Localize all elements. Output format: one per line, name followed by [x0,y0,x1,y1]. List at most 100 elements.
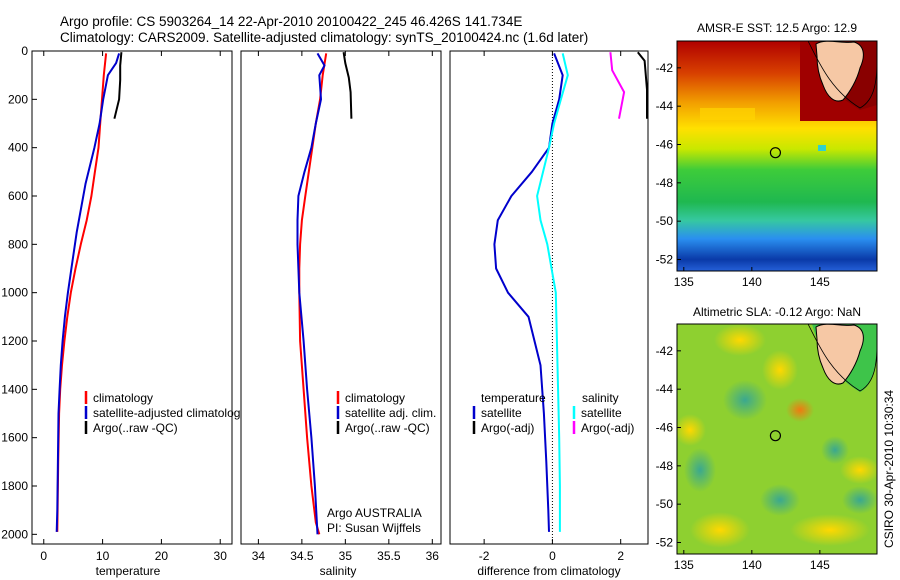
x-tick-label: 20 [155,549,169,563]
x-tick-label: 10 [96,549,110,563]
x-tick-label: 0 [40,549,47,563]
salinity-axes-frame [240,50,442,545]
legend-satellite-label: satellite-adjusted climatology [93,406,246,420]
salinity-series [296,52,353,535]
sst-lon-ticks: 135 140 145 [674,267,830,289]
lat-tick-label: -48 [656,459,674,473]
tasmania-land [815,324,864,385]
y-tick-label: 1200 [1,334,28,348]
sst-field [677,41,877,271]
tasmania-land [815,41,864,102]
sst-map-panel: AMSR-E SST: 12.5 Argo: 12.9 [656,21,878,289]
x-tick-label: 30 [214,549,228,563]
sst-map-frame [676,40,878,272]
difference-panel: -2 0 2 difference from climatology tempera… [449,50,649,578]
lat-tick-label: -46 [656,421,674,435]
sla-map-panel: Altimetric SLA: -0.12 Argo: NaN 135 140 14… [656,305,878,572]
lat-tick-label: -52 [656,536,674,550]
y-tick-label: 1600 [1,431,28,445]
difference-legend: temperature satellite Argo(-adj) salinit… [472,391,634,435]
y-tick-label: 800 [8,237,28,251]
temperature-xlabel: temperature [96,564,161,578]
x-tick-label: 34 [252,549,266,563]
salinity-xlabel: salinity [320,564,357,578]
lat-tick-label: -48 [656,176,674,190]
legend-climatology-label: climatology [345,391,405,405]
series-line-salinity-argo-adj- [609,52,626,119]
lat-tick-label: -52 [656,253,674,267]
series-line-argo-raw-qc- [113,52,123,119]
legend-climatology-label: climatology [93,391,153,405]
difference-axes-frame [449,50,649,545]
x-tick-label: 36 [426,549,440,563]
climatology-subtitle: Climatology: CARS2009. Satellite-adjuste… [60,30,588,45]
sla-map-frame [676,323,878,555]
temperature-legend: climatology satellite-adjusted climatolo… [84,391,246,435]
lat-tick-label: -42 [656,344,674,358]
y-tick-label: 1000 [1,286,28,300]
salinity-legend: climatology satellite adj. clim. Argo(..… [336,391,436,435]
temperature-panel: 0 200 400 600 800 1000 1200 1400 1600 1800 2000 0 1… [1,44,246,578]
legend-argo-label: Argo(..raw -QC) [93,421,178,435]
salinity-panel: 34 34.5 35 35.5 36 salinity climatology sate… [240,50,442,578]
temperature-series [55,52,123,532]
argo-australia-note: Argo AUSTRALIA [327,506,422,520]
lon-tick-label: 145 [810,275,830,289]
sst-map-title: AMSR-E SST: 12.5 Argo: 12.9 [697,21,857,35]
series-line-temperature-argo-adj- [637,51,648,119]
temperature-axes-frame [31,50,233,545]
sla-map-title: Altimetric SLA: -0.12 Argo: NaN [693,305,861,319]
lat-tick-label: -44 [656,99,674,113]
lon-tick-label: 140 [742,275,762,289]
y-tick-label: 200 [8,92,28,106]
csiro-credit: CSIRO 30-Apr-2010 10:30:34 [882,390,896,548]
legend-temperature-title: temperature [481,391,546,405]
legend-salinity-title: salinity [582,391,619,405]
series-line-satellite-adjusted-climatology [55,53,121,532]
legend-temp-satellite-label: satellite [481,406,522,420]
argo-float-marker [769,430,782,442]
lat-tick-label: -42 [656,61,674,75]
lon-tick-label: 135 [674,558,694,572]
sst-lat-ticks: -42 -44 -46 -48 -50 -52 [656,61,681,267]
y-tick-label: 600 [8,189,28,203]
y-tick-label: 0 [21,44,28,58]
legend-argo-label: Argo(..raw -QC) [345,421,430,435]
x-tick-label: 34.5 [290,549,314,563]
lon-tick-label: 140 [742,558,762,572]
lat-tick-label: -44 [656,382,674,396]
x-tick-label: 0 [549,549,556,563]
series-line-argo-raw-qc- [342,52,353,119]
lon-tick-label: 135 [674,275,694,289]
x-tick-label: 2 [617,549,624,563]
salinity-ticks: 34 34.5 35 35.5 36 [252,51,440,563]
lat-tick-label: -50 [656,214,674,228]
series-line-temperature-satellite [493,53,564,532]
depth-ticks: 0 200 400 600 800 1000 1200 1400 1600 1800 2000 [1,44,37,541]
difference-ticks: -2 0 2 [479,51,624,563]
y-tick-label: 400 [8,141,28,155]
profile-title: Argo profile: CS 5903264_14 22-Apr-2010 … [60,14,522,29]
legend-satellite-label: satellite adj. clim. [345,406,436,420]
x-tick-label: 35.5 [377,549,401,563]
series-line-salinity-satellite [536,53,569,532]
x-tick-label: 35 [339,549,353,563]
argo-float-marker [769,147,782,159]
difference-series [493,51,648,532]
lon-tick-label: 145 [810,558,830,572]
sla-lat-ticks: -42 -44 -46 -48 -50 -52 [656,344,681,550]
sla-lon-ticks: 135 140 145 [674,550,830,572]
lat-tick-label: -50 [656,497,674,511]
legend-temp-argo-label: Argo(-adj) [481,421,534,435]
temperature-ticks: 0 10 20 30 [40,51,227,563]
lat-tick-label: -46 [656,138,674,152]
y-tick-label: 1400 [1,382,28,396]
y-tick-label: 1800 [1,479,28,493]
sla-field [677,324,877,554]
legend-sal-satellite-label: satellite [581,406,622,420]
pi-note: PI: Susan Wijffels [327,521,421,535]
series-line-satellite-adj-clim- [296,52,326,535]
difference-xlabel: difference from climatology [477,564,620,578]
x-tick-label: -2 [479,549,490,563]
